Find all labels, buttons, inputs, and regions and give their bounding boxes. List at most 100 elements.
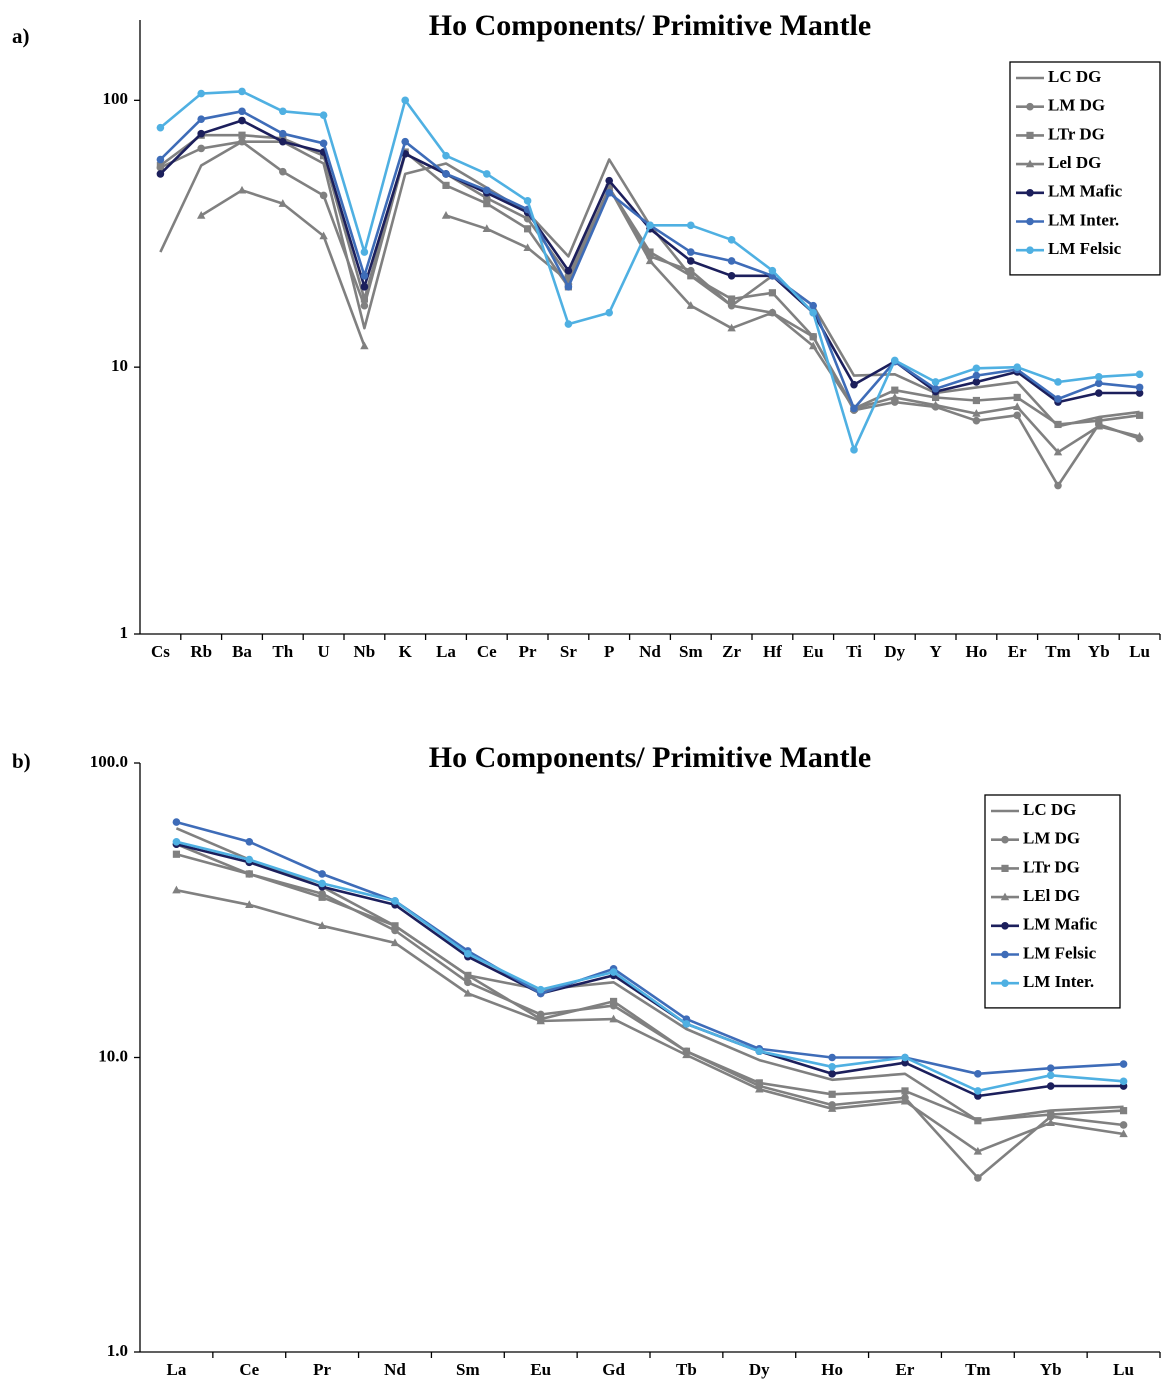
data-point bbox=[828, 1070, 836, 1078]
data-point bbox=[238, 107, 246, 116]
legend-label: LM Felsic bbox=[1048, 239, 1122, 258]
legend-label: LM Felsic bbox=[1023, 943, 1097, 962]
data-point bbox=[972, 371, 981, 380]
data-point bbox=[1054, 378, 1062, 386]
data-point bbox=[197, 115, 205, 123]
legend-marker bbox=[1025, 159, 1035, 168]
data-point bbox=[755, 1079, 763, 1087]
data-point bbox=[755, 1084, 764, 1093]
x-tick-label: Sm bbox=[679, 642, 703, 661]
data-point bbox=[238, 137, 246, 146]
data-point bbox=[1135, 370, 1144, 379]
legend-marker bbox=[1026, 131, 1034, 139]
x-tick-label: Dy bbox=[884, 642, 905, 661]
x-tick-label: Yb bbox=[1088, 642, 1110, 661]
data-point bbox=[727, 323, 736, 332]
data-point bbox=[609, 1014, 618, 1023]
data-point bbox=[442, 170, 450, 178]
data-point bbox=[972, 409, 981, 417]
data-point bbox=[727, 236, 736, 244]
data-point bbox=[609, 968, 618, 976]
data-point bbox=[687, 272, 695, 280]
data-point bbox=[1046, 1064, 1055, 1072]
data-point bbox=[974, 1174, 982, 1182]
data-point bbox=[1054, 395, 1062, 403]
series-line bbox=[175, 827, 1124, 1122]
data-point bbox=[605, 308, 613, 317]
data-point bbox=[237, 185, 247, 194]
data-point bbox=[564, 283, 573, 291]
series-line bbox=[176, 820, 1124, 1076]
data-point bbox=[605, 183, 614, 192]
data-point bbox=[197, 144, 205, 153]
series-line bbox=[175, 842, 1124, 1180]
data-point bbox=[279, 129, 287, 138]
data-point bbox=[972, 416, 981, 425]
data-point bbox=[755, 1047, 764, 1056]
data-point bbox=[245, 870, 253, 878]
legend-label: LC DG bbox=[1048, 67, 1101, 86]
data-point bbox=[245, 838, 254, 846]
data-point bbox=[483, 170, 491, 178]
data-point bbox=[442, 151, 450, 160]
x-tick-label: Nb bbox=[354, 642, 376, 661]
x-tick-label: Er bbox=[896, 1360, 915, 1379]
data-point bbox=[974, 1070, 982, 1078]
data-point bbox=[1054, 420, 1062, 429]
x-tick-label: K bbox=[399, 642, 413, 661]
data-point bbox=[682, 1020, 691, 1028]
y-tick-label: 1 bbox=[120, 623, 129, 642]
data-point bbox=[605, 176, 613, 185]
legend-label: LM DG bbox=[1023, 829, 1080, 848]
data-point bbox=[972, 364, 981, 373]
data-point bbox=[483, 200, 491, 208]
data-point bbox=[238, 116, 246, 125]
x-tick-label: La bbox=[436, 642, 456, 661]
data-point bbox=[401, 137, 410, 146]
data-point bbox=[463, 988, 473, 997]
legend-box bbox=[1009, 61, 1161, 276]
chart-title: Ho Components/ Primitive Mantle bbox=[429, 741, 871, 774]
x-tick-label: Nd bbox=[384, 1360, 406, 1379]
data-point bbox=[828, 1053, 836, 1062]
data-point bbox=[686, 301, 695, 309]
series-line bbox=[176, 852, 1124, 1122]
data-point bbox=[464, 949, 472, 958]
x-tick-label: Sr bbox=[560, 642, 577, 661]
data-point bbox=[931, 384, 940, 393]
legend-marker bbox=[1001, 835, 1009, 844]
data-point bbox=[1135, 389, 1144, 397]
data-point bbox=[973, 1146, 983, 1155]
legend-label: LM DG bbox=[1048, 96, 1105, 115]
data-point bbox=[319, 111, 328, 119]
legend-label: LTr DG bbox=[1023, 857, 1080, 876]
data-point bbox=[360, 301, 369, 310]
data-point bbox=[172, 838, 181, 846]
data-point bbox=[564, 266, 573, 275]
data-point bbox=[1013, 363, 1021, 371]
x-tick-label: Ho bbox=[966, 642, 988, 661]
legend-label: LTr DG bbox=[1048, 124, 1105, 143]
data-point bbox=[809, 341, 818, 350]
data-point bbox=[891, 386, 899, 394]
series-line bbox=[159, 140, 1141, 487]
data-point bbox=[1135, 431, 1144, 440]
x-tick-label: Ho bbox=[821, 1360, 843, 1379]
data-point bbox=[687, 221, 695, 230]
legend-marker bbox=[1001, 922, 1009, 930]
data-point bbox=[1119, 1107, 1128, 1115]
data-point bbox=[245, 900, 254, 908]
data-point bbox=[900, 1096, 910, 1105]
legend-label: LM Inter. bbox=[1023, 972, 1094, 991]
data-point bbox=[172, 818, 181, 826]
x-tick-label: Lu bbox=[1129, 642, 1150, 661]
x-tick-label: Tb bbox=[676, 1360, 697, 1379]
data-point bbox=[401, 96, 410, 105]
data-point bbox=[891, 356, 899, 365]
data-point bbox=[1095, 373, 1103, 381]
data-point bbox=[768, 289, 776, 297]
x-tick-label: Nd bbox=[639, 642, 661, 661]
data-point bbox=[442, 181, 450, 189]
x-tick-label: Ce bbox=[477, 642, 497, 661]
